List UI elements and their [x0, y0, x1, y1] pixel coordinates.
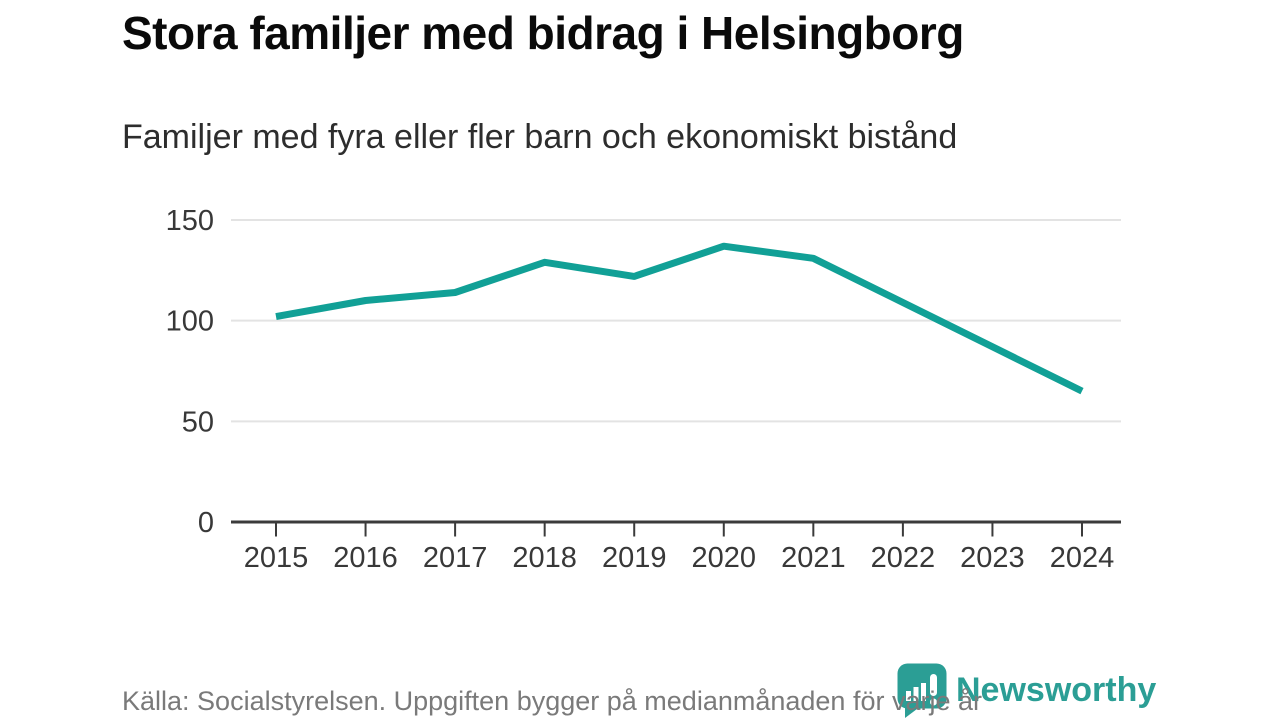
source-note: Källa: Socialstyrelsen. Uppgiften bygger…	[122, 686, 982, 716]
y-tick-label: 150	[166, 205, 214, 237]
x-tick-label: 2015	[244, 542, 309, 574]
data-line	[275, 242, 1084, 395]
newsworthy-logo-icon	[897, 663, 947, 718]
y-tick-label: 100	[166, 306, 214, 338]
logo-bar-1	[906, 691, 911, 701]
x-tick-label: 2016	[333, 542, 398, 574]
logo-exclamation-dot	[930, 698, 937, 706]
x-tick-label: 2017	[423, 542, 488, 574]
logo-exclamation-bar	[930, 674, 937, 696]
x-tick-label: 2018	[512, 542, 577, 574]
newsworthy-wordmark: Newsworthy	[956, 671, 1157, 709]
x-tick-label: 2019	[602, 542, 667, 574]
x-tick-label: 2022	[871, 542, 936, 574]
x-tick-label: 2021	[781, 542, 846, 574]
logo-bar-2	[913, 687, 919, 701]
chart-title: Stora familjer med bidrag i Helsingborg	[122, 7, 964, 59]
chart-subtitle: Familjer med fyra eller fler barn och ek…	[122, 118, 958, 156]
logo-bubble-tail	[905, 706, 921, 718]
logo-bar-3	[921, 683, 926, 701]
y-tick-label: 50	[182, 406, 214, 438]
x-tick-label: 2020	[692, 542, 757, 574]
x-tick-label: 2024	[1050, 542, 1115, 574]
y-tick-label: 0	[198, 507, 214, 539]
x-tick-label: 2023	[960, 542, 1025, 574]
